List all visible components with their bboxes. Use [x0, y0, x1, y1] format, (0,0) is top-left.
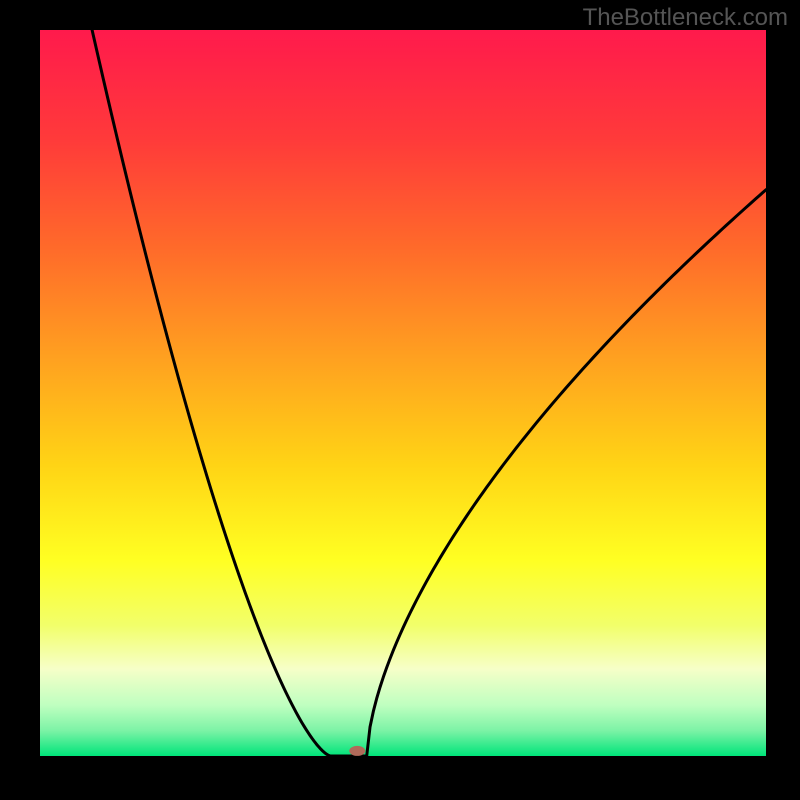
chart-container: TheBottleneck.com	[0, 0, 800, 800]
watermark-text: TheBottleneck.com	[583, 4, 788, 32]
bottleneck-chart	[0, 0, 800, 800]
